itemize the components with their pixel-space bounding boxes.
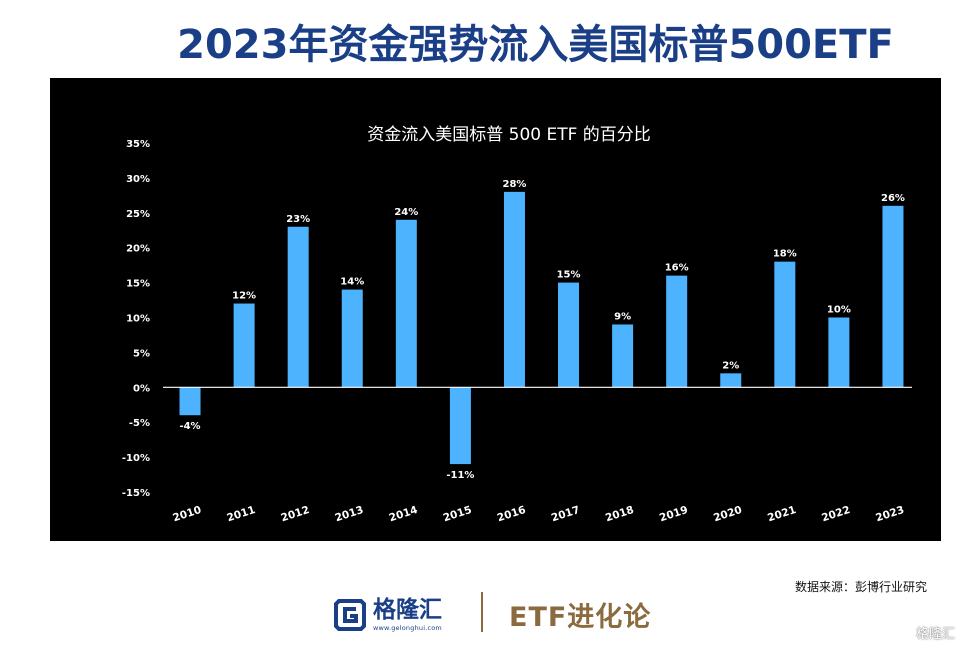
footer-brand: ETF进化论 <box>509 602 652 633</box>
data-label: 14% <box>340 277 364 288</box>
data-label: 23% <box>286 214 310 225</box>
x-tick-label: 2022 <box>820 504 852 524</box>
data-label: 2% <box>722 360 739 371</box>
data-label: 12% <box>232 291 256 302</box>
bar-2015 <box>449 387 471 465</box>
footer: 格隆汇 www.gelonghui.com ETF进化论 <box>0 592 961 633</box>
y-tick-label: -15% <box>122 488 150 499</box>
data-label: 9% <box>614 311 631 322</box>
y-tick-label: -10% <box>122 453 150 464</box>
watermark: 格隆汇 <box>898 623 955 642</box>
data-label: 26% <box>881 193 905 204</box>
x-tick-label: 2010 <box>171 504 203 524</box>
bar-2014 <box>395 219 417 388</box>
y-tick-label: 20% <box>126 244 150 255</box>
x-tick-label: 2019 <box>658 504 690 524</box>
watermark-logo-icon <box>898 625 913 640</box>
page-title: 2023年资金强势流入美国标普500ETF <box>177 22 894 68</box>
bar-2022 <box>828 317 850 388</box>
gelonghui-logo: 格隆汇 www.gelonghui.com <box>333 598 442 632</box>
watermark-text: 格隆汇 <box>915 627 955 642</box>
y-tick-label: 0% <box>133 383 150 394</box>
logo-name: 格隆汇 <box>373 596 442 623</box>
data-label: 10% <box>827 305 851 316</box>
data-label: -4% <box>179 421 200 432</box>
x-tick-label: 2013 <box>334 504 366 524</box>
x-tick-label: 2018 <box>604 504 636 524</box>
bar-chart: 资金流入美国标普 500 ETF 的百分比 35% 30% 25% 20% 15% 10%… <box>122 125 912 524</box>
data-label: 15% <box>557 270 581 281</box>
x-tick-label: 2017 <box>550 504 582 524</box>
gelonghui-logo-icon <box>334 599 366 631</box>
y-tick-label: 5% <box>133 348 150 359</box>
bar-2016 <box>503 191 525 388</box>
bar-2018 <box>612 324 634 388</box>
y-tick-label: 10% <box>126 314 150 325</box>
bar-2023 <box>882 205 904 388</box>
data-label: 24% <box>394 207 418 218</box>
x-tick-label: 2011 <box>225 504 257 524</box>
value-labels: -4% 12% 23% 14% 24% -11% 28% 15% 9% 16% 2% 18% 10% 26… <box>179 179 904 481</box>
x-tick-label: 2015 <box>442 504 474 524</box>
bar-2021 <box>774 261 796 388</box>
bar-2019 <box>666 275 688 388</box>
bar-2017 <box>558 282 580 388</box>
bars <box>179 191 904 465</box>
x-tick-label: 2020 <box>712 504 744 524</box>
bar-2011 <box>233 303 255 388</box>
footer-divider <box>481 592 483 632</box>
source-note: 数据来源：彭博行业研究 <box>794 580 927 594</box>
x-tick-label: 2023 <box>874 504 906 524</box>
y-axis: 35% 30% 25% 20% 15% 10% 5% 0% -5% -10% -15% <box>122 139 150 499</box>
bar-2020 <box>720 373 742 388</box>
x-tick-label: 2014 <box>388 504 420 524</box>
x-axis: 2010 2011 2012 2013 2014 2015 2016 2017 2018 2019… <box>171 504 905 524</box>
bar-2013 <box>341 289 363 388</box>
x-tick-label: 2021 <box>766 504 798 524</box>
data-label: 18% <box>773 249 797 260</box>
y-tick-label: 35% <box>126 139 150 150</box>
x-tick-label: 2012 <box>279 504 311 524</box>
bar-2012 <box>287 226 309 388</box>
y-tick-label: -5% <box>129 418 150 429</box>
y-tick-label: 25% <box>126 209 150 220</box>
data-label: 28% <box>502 179 526 190</box>
chart-panel: 资金流入美国标普 500 ETF 的百分比 35% 30% 25% 20% 15% 10%… <box>50 78 941 541</box>
chart-title: 资金流入美国标普 500 ETF 的百分比 <box>367 125 651 145</box>
x-tick-label: 2016 <box>496 504 528 524</box>
y-tick-label: 15% <box>126 279 150 290</box>
data-label: 16% <box>665 263 689 274</box>
bar-2010 <box>179 387 201 416</box>
y-tick-label: 30% <box>126 174 150 185</box>
data-label: -11% <box>446 470 474 481</box>
logo-url: www.gelonghui.com <box>373 623 442 632</box>
